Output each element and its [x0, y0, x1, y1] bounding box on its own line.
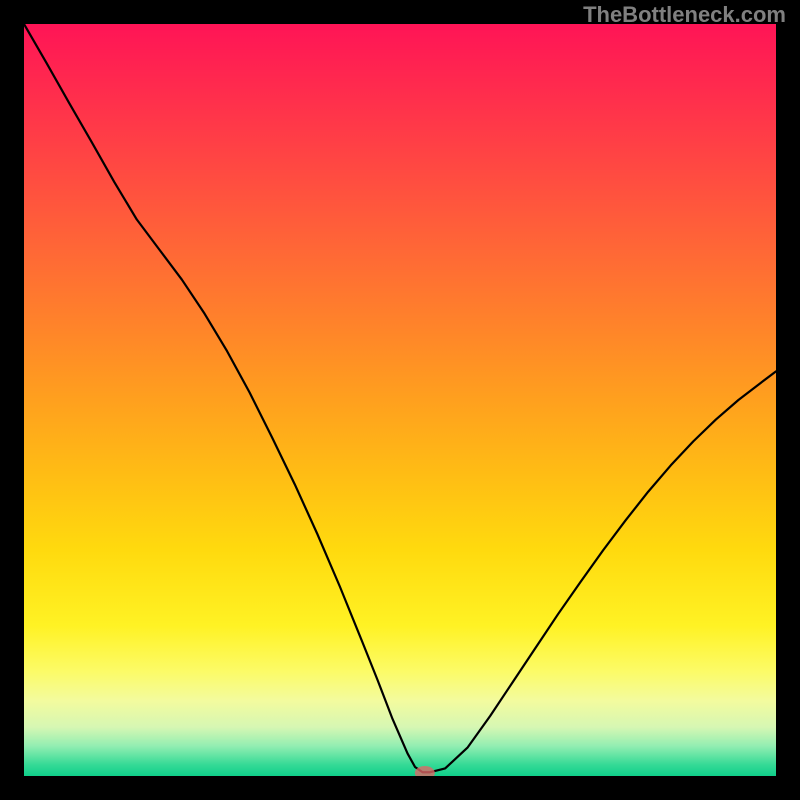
- chart-frame: TheBottleneck.com: [0, 0, 800, 800]
- gradient-background: [24, 24, 776, 776]
- bottleneck-chart: [24, 24, 776, 776]
- plot-area: [24, 24, 776, 776]
- watermark-text: TheBottleneck.com: [583, 2, 786, 28]
